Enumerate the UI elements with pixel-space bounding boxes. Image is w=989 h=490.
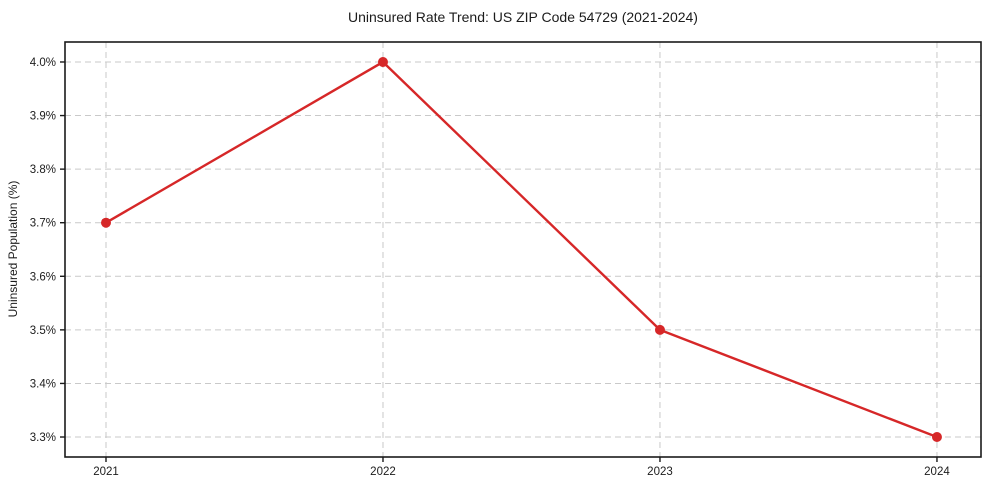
y-tick-label: 3.9% bbox=[30, 111, 56, 123]
x-tick-label: 2024 bbox=[924, 466, 950, 478]
x-tick-label: 2022 bbox=[370, 466, 396, 478]
y-tick-label: 3.7% bbox=[30, 218, 56, 230]
data-point-marker bbox=[100, 217, 111, 228]
y-tick-label: 4.0% bbox=[30, 57, 56, 69]
data-point-marker bbox=[654, 324, 665, 335]
x-tick-label: 2021 bbox=[93, 466, 119, 478]
y-tick-label: 3.3% bbox=[30, 432, 56, 444]
y-tick-label: 3.4% bbox=[30, 378, 56, 390]
data-point-marker bbox=[931, 432, 942, 443]
y-tick-label: 3.5% bbox=[30, 325, 56, 337]
data-point-marker bbox=[377, 56, 388, 67]
y-tick-label: 3.8% bbox=[30, 164, 56, 176]
chart-title: Uninsured Rate Trend: US ZIP Code 54729 … bbox=[348, 9, 698, 25]
plot-border bbox=[64, 41, 982, 458]
y-tick-label: 3.6% bbox=[30, 271, 56, 283]
x-tick-label: 2023 bbox=[647, 466, 673, 478]
trend-line bbox=[104, 60, 939, 439]
